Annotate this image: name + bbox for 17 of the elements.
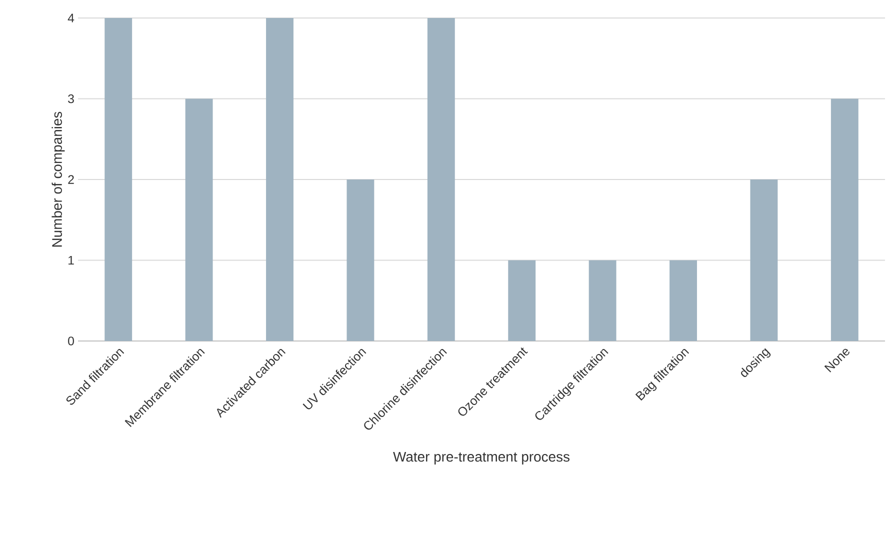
y-axis-title: Number of companies xyxy=(52,112,65,247)
bar xyxy=(830,98,858,341)
y-tick-label: 3 xyxy=(68,94,74,104)
bar xyxy=(670,260,697,341)
y-tick-label: 0 xyxy=(68,336,74,346)
bar xyxy=(104,18,132,341)
bar xyxy=(750,180,778,341)
y-tick-label: 4 xyxy=(68,14,74,22)
bar xyxy=(185,98,213,341)
bar xyxy=(508,260,536,341)
bar xyxy=(346,180,374,341)
bar xyxy=(588,260,616,341)
y-tick-label: 1 xyxy=(68,256,74,265)
bar xyxy=(266,18,294,341)
y-tick-label: 2 xyxy=(68,175,74,184)
x-axis-title: Water pre-treatment process xyxy=(393,452,570,464)
bar xyxy=(427,18,455,341)
